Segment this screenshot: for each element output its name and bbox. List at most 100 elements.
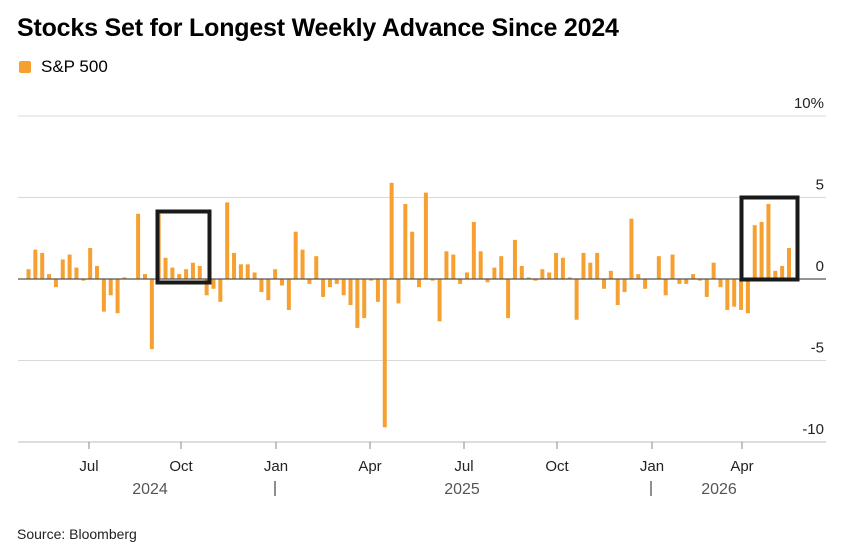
bar: [506, 279, 511, 319]
bar: [437, 279, 442, 322]
year-label: 2026: [701, 481, 737, 498]
bar: [389, 182, 394, 279]
x-tick-label: Jan: [640, 458, 664, 475]
bar: [60, 259, 65, 279]
bar: [74, 267, 79, 279]
bar: [430, 279, 435, 281]
legend-swatch: [19, 61, 31, 73]
bar: [773, 270, 778, 279]
bar: [218, 279, 223, 302]
bar: [574, 279, 579, 320]
bar: [602, 279, 607, 289]
bar: [396, 279, 401, 304]
source-note: Source: Bloomberg: [17, 526, 137, 542]
bar: [718, 279, 723, 288]
bar: [341, 279, 346, 296]
highlight-boxes: [155, 195, 800, 285]
bar: [464, 272, 469, 279]
bar: [67, 254, 72, 279]
bar: [704, 279, 709, 297]
bar: [478, 251, 483, 279]
bar: [252, 272, 257, 279]
bar: [485, 279, 490, 283]
x-tick-label: Apr: [730, 458, 753, 475]
x-tick-label: Jan: [264, 458, 288, 475]
bar: [259, 279, 264, 293]
bar: [691, 274, 696, 279]
bar: [149, 279, 154, 350]
bar: [115, 279, 120, 314]
highlight-box-2024: [155, 209, 212, 285]
bar: [451, 254, 456, 279]
legend-label: S&P 500: [41, 57, 108, 76]
x-tick-label: Jul: [454, 458, 473, 475]
bar: [403, 204, 408, 279]
bar: [567, 277, 572, 279]
bar: [122, 277, 127, 279]
bar: [512, 239, 517, 279]
bar: [677, 279, 682, 284]
bar: [608, 270, 613, 279]
y-axis-labels: 10% 5 0 -5 -10: [794, 95, 824, 438]
bar: [458, 279, 463, 284]
bar: [334, 279, 339, 284]
bar: [142, 274, 147, 279]
bar: [725, 279, 730, 310]
bar: [163, 257, 168, 279]
bar: [588, 262, 593, 279]
bar: [533, 279, 538, 281]
bar: [643, 279, 648, 289]
bar: [417, 279, 422, 288]
bar: [670, 254, 675, 279]
bars: [26, 182, 791, 428]
bar: [526, 277, 531, 279]
bar: [615, 279, 620, 306]
bar: [745, 279, 750, 314]
bar: [245, 264, 250, 279]
bar: [293, 231, 298, 279]
bar: [170, 267, 175, 279]
bar: [26, 269, 31, 279]
bar: [663, 279, 668, 296]
bar: [444, 251, 449, 279]
bar: [410, 231, 415, 279]
bar: [636, 274, 641, 279]
bar: [595, 252, 600, 279]
bar: [307, 279, 312, 284]
bar: [656, 256, 661, 279]
y-tick-label: -5: [811, 340, 824, 357]
bar: [204, 279, 209, 296]
bar: [581, 252, 586, 279]
bar: [554, 252, 559, 279]
bar: [752, 225, 757, 279]
y-tick-label: 10%: [794, 95, 824, 112]
bar: [629, 218, 634, 279]
bar: [369, 279, 374, 281]
bar: [321, 279, 326, 297]
bar: [327, 279, 332, 288]
bar: [355, 279, 360, 328]
bar: [88, 248, 93, 279]
chart-title: Stocks Set for Longest Weekly Advance Si…: [17, 14, 619, 42]
bar: [540, 269, 545, 279]
bar: [136, 213, 141, 279]
bar: [732, 279, 737, 307]
bar: [225, 202, 230, 279]
bar: [232, 252, 237, 279]
bar: [40, 252, 45, 279]
bar: [238, 264, 243, 279]
bar: [190, 262, 195, 279]
x-tick-label: Apr: [358, 458, 381, 475]
bar: [184, 269, 189, 279]
x-tick-label: Oct: [545, 458, 569, 475]
bar: [286, 279, 291, 310]
bar: [560, 257, 565, 279]
bar: [499, 256, 504, 279]
legend: S&P 500: [19, 57, 108, 77]
year-label: 2024: [132, 481, 168, 498]
bar: [300, 249, 305, 279]
bar: [348, 279, 353, 306]
bar: [314, 256, 319, 279]
highlight-box-2026: [739, 195, 800, 282]
year-label: 2025: [444, 481, 480, 498]
